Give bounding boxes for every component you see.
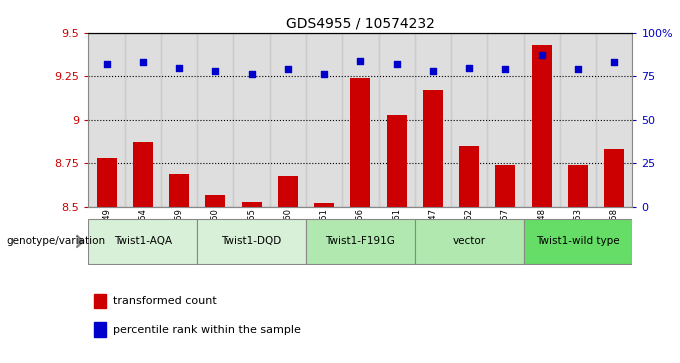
- Bar: [560, 33, 596, 207]
- Text: genotype/variation: genotype/variation: [7, 236, 106, 246]
- Title: GDS4955 / 10574232: GDS4955 / 10574232: [286, 16, 435, 30]
- Bar: [605, 150, 624, 207]
- Text: transformed count: transformed count: [113, 296, 217, 306]
- FancyBboxPatch shape: [524, 219, 632, 264]
- Text: Twist1-wild type: Twist1-wild type: [537, 236, 619, 246]
- Point: [391, 61, 402, 67]
- Bar: [596, 33, 632, 207]
- Text: Twist1-AQA: Twist1-AQA: [114, 236, 172, 246]
- FancyBboxPatch shape: [415, 219, 524, 264]
- Bar: [379, 33, 415, 207]
- Bar: [94, 322, 106, 337]
- Bar: [350, 78, 371, 207]
- Point: [246, 72, 257, 77]
- Bar: [496, 165, 515, 207]
- Bar: [423, 90, 443, 207]
- Bar: [133, 142, 153, 207]
- Bar: [532, 45, 551, 207]
- Text: percentile rank within the sample: percentile rank within the sample: [113, 325, 301, 335]
- Point: [137, 60, 148, 65]
- Point: [537, 52, 547, 58]
- Bar: [387, 115, 407, 207]
- Bar: [342, 33, 379, 207]
- Bar: [205, 195, 225, 207]
- Bar: [278, 176, 298, 207]
- Text: Twist1-DQD: Twist1-DQD: [222, 236, 282, 246]
- FancyBboxPatch shape: [88, 219, 197, 264]
- Bar: [241, 202, 262, 207]
- Bar: [270, 33, 306, 207]
- Bar: [314, 203, 334, 207]
- Bar: [94, 294, 106, 308]
- Bar: [161, 33, 197, 207]
- Point: [101, 61, 112, 67]
- Point: [210, 68, 221, 74]
- Bar: [88, 33, 124, 207]
- Bar: [459, 146, 479, 207]
- Text: Twist1-F191G: Twist1-F191G: [326, 236, 395, 246]
- Point: [319, 72, 330, 77]
- Text: vector: vector: [453, 236, 486, 246]
- Bar: [124, 33, 161, 207]
- FancyBboxPatch shape: [197, 219, 306, 264]
- Point: [173, 65, 184, 70]
- Bar: [488, 33, 524, 207]
- Point: [500, 66, 511, 72]
- FancyBboxPatch shape: [306, 219, 415, 264]
- Point: [609, 60, 619, 65]
- Bar: [451, 33, 488, 207]
- Point: [428, 68, 439, 74]
- Point: [355, 58, 366, 64]
- Point: [464, 65, 475, 70]
- Bar: [306, 33, 342, 207]
- Point: [282, 66, 293, 72]
- Bar: [197, 33, 233, 207]
- Bar: [524, 33, 560, 207]
- Point: [573, 66, 583, 72]
- Bar: [233, 33, 270, 207]
- Bar: [415, 33, 451, 207]
- Bar: [169, 174, 189, 207]
- Bar: [97, 158, 116, 207]
- Bar: [568, 165, 588, 207]
